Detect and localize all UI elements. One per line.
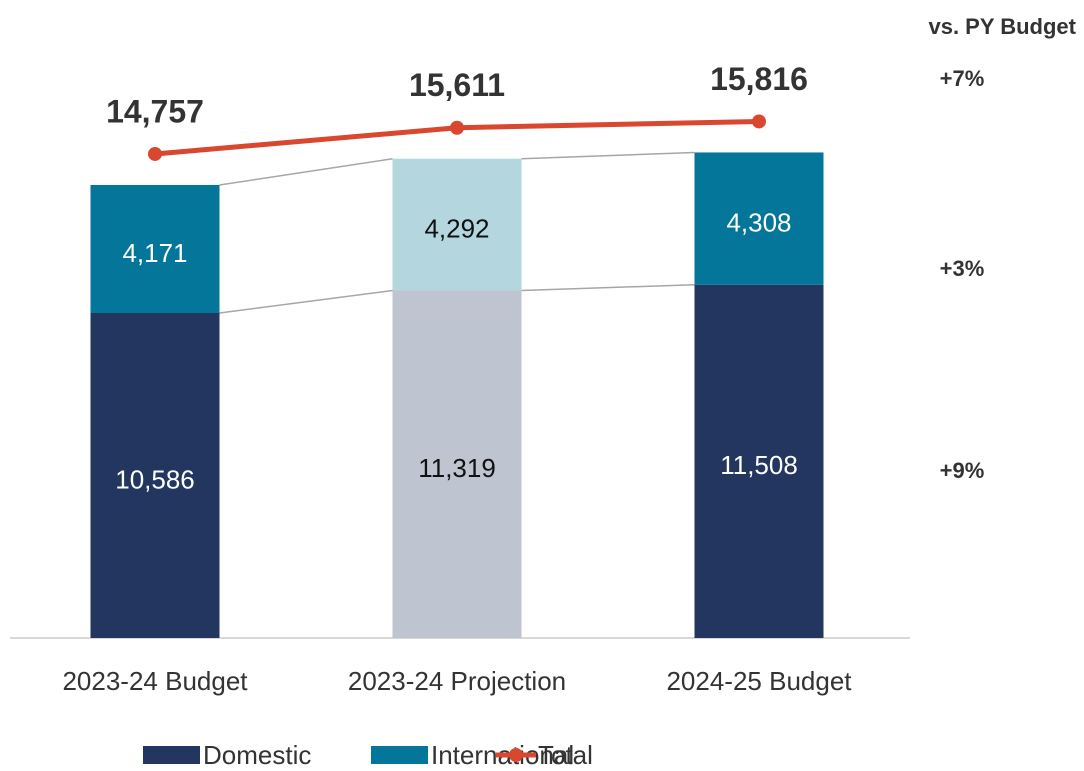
value-label: 4,171: [122, 238, 187, 268]
bar-segment: [90, 184, 220, 314]
bar-segment: [694, 152, 824, 285]
connector: [521, 283, 695, 292]
bar-segment: [90, 313, 220, 638]
total-label: 15,611: [409, 67, 505, 103]
value-label: 4,292: [424, 213, 489, 243]
total-point: [148, 146, 162, 161]
total-point: [450, 120, 464, 135]
legend-label: Domestic: [203, 740, 311, 770]
annotation-title: vs. PY Budget: [928, 14, 1076, 39]
bar-segment: [392, 158, 522, 291]
total-label: 15,816: [710, 61, 808, 97]
bar-segment: [694, 284, 824, 638]
annotation: +9%: [940, 458, 985, 483]
annotation: +3%: [940, 256, 985, 281]
annotation: +7%: [940, 66, 985, 91]
bar-segment: [392, 290, 522, 638]
legend-swatch: [371, 746, 428, 764]
x-tick-label: 2023-24 Budget: [62, 666, 248, 696]
legend-label: Total: [538, 740, 593, 770]
x-tick-label: 2023-24 Projection: [348, 666, 566, 696]
legend-swatch: [143, 746, 200, 764]
connector: [219, 289, 393, 314]
value-label: 11,508: [720, 450, 798, 480]
total-point: [752, 114, 766, 129]
connector: [219, 158, 393, 186]
value-label: 4,308: [726, 207, 791, 237]
legend-dot: [509, 748, 523, 762]
value-label: 11,319: [418, 453, 496, 483]
connector: [521, 151, 695, 160]
x-tick-label: 2024-25 Budget: [666, 666, 852, 696]
value-label: 10,586: [115, 464, 195, 494]
total-label: 14,757: [106, 93, 204, 129]
